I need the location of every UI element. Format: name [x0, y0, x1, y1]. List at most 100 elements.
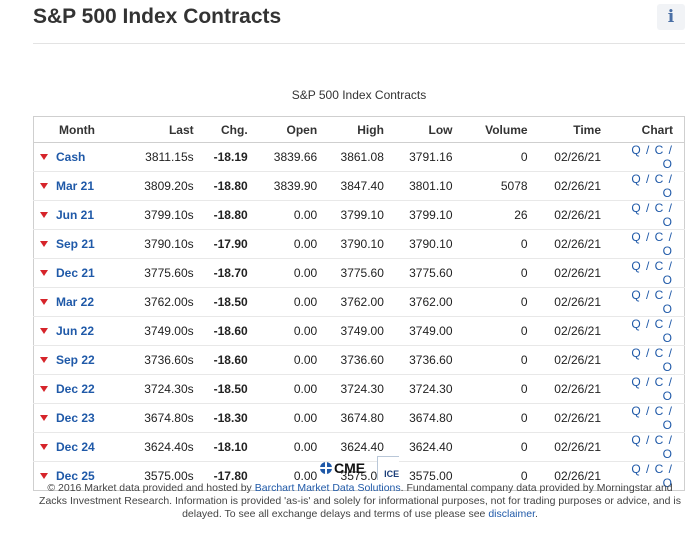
- chart-links[interactable]: Q / C / O: [631, 462, 673, 490]
- cell-change: -18.70: [203, 258, 258, 288]
- barchart-link[interactable]: Barchart Market Data Solutions: [254, 482, 401, 494]
- footer-disclaimer: © 2016 Market data provided and hosted b…: [35, 482, 685, 521]
- cell-month: Sep 22: [33, 345, 135, 375]
- chart-links[interactable]: Q / C / O: [631, 288, 673, 316]
- contract-link[interactable]: Mar 22: [56, 295, 95, 309]
- cell-open: 0.00: [257, 461, 328, 491]
- cell-high: 3736.60: [327, 345, 394, 375]
- cell-high: 3575.00: [327, 461, 394, 491]
- cell-time: 02/26/21: [537, 345, 612, 375]
- cell-month: Dec 23: [33, 403, 135, 433]
- cell-chart: Q / C / O: [611, 200, 685, 230]
- cell-chart: Q / C / O: [611, 142, 685, 172]
- contract-link[interactable]: Dec 23: [56, 411, 95, 425]
- cell-open: 0.00: [257, 287, 328, 317]
- cell-volume: 26: [462, 200, 538, 230]
- down-arrow-icon: [40, 385, 48, 392]
- footer-text-part-2: . Fundamental company data provided by M…: [39, 482, 681, 520]
- chart-links[interactable]: Q / C / O: [631, 346, 673, 374]
- cell-high: 3790.10: [327, 229, 394, 259]
- table-row: Dec 23 3674.80s -18.30 0.00 3674.80 3674.80 0 0…: [33, 403, 685, 433]
- contract-link[interactable]: Jun 22: [56, 324, 95, 338]
- cell-volume: 0: [462, 316, 538, 346]
- cell-low: 3736.60: [393, 345, 463, 375]
- cell-volume: 0: [462, 287, 538, 317]
- cell-low: 3791.16: [393, 142, 463, 172]
- cell-last: 3674.80s: [134, 403, 204, 433]
- chart-links[interactable]: Q / C / O: [631, 230, 673, 258]
- title-divider: [33, 43, 685, 44]
- chart-links[interactable]: Q / C / O: [631, 143, 673, 171]
- contract-link[interactable]: Mar 21: [56, 179, 95, 193]
- cell-low: 3790.10: [393, 229, 463, 259]
- column-header-month[interactable]: Month: [33, 116, 135, 143]
- column-header-chg[interactable]: Chg.: [203, 116, 258, 143]
- disclaimer-link[interactable]: disclaimer: [488, 508, 536, 520]
- cell-high: 3724.30: [327, 374, 394, 404]
- contract-link[interactable]: Dec 22: [56, 382, 95, 396]
- cell-open: 0.00: [257, 345, 328, 375]
- cell-low: 3575.00: [393, 461, 463, 491]
- cell-high: 3861.08: [327, 142, 394, 172]
- cell-month: Dec 24: [33, 432, 135, 462]
- contract-link[interactable]: Sep 22: [56, 353, 95, 367]
- column-header-volume[interactable]: Volume: [462, 116, 538, 143]
- chart-links[interactable]: Q / C / O: [631, 433, 673, 461]
- column-header-high[interactable]: High: [327, 116, 394, 143]
- cell-volume: 0: [462, 461, 538, 491]
- cell-change: -18.19: [203, 142, 258, 172]
- cell-low: 3724.30: [393, 374, 463, 404]
- down-arrow-icon: [40, 472, 48, 479]
- cell-chart: Q / C / O: [611, 374, 685, 404]
- contract-link[interactable]: Jun 21: [56, 208, 95, 222]
- cell-high: 3847.40: [327, 171, 394, 201]
- table-row: Sep 22 3736.60s -18.60 0.00 3736.60 3736.60 0 0…: [33, 345, 685, 375]
- cell-month: Dec 21: [33, 258, 135, 288]
- cell-change: -18.50: [203, 374, 258, 404]
- table-row: Cash 3811.15s -18.19 3839.66 3861.08 3791.16 0…: [33, 142, 685, 172]
- cell-volume: 0: [462, 374, 538, 404]
- cell-open: 0.00: [257, 374, 328, 404]
- chart-links[interactable]: Q / C / O: [631, 201, 673, 229]
- down-arrow-icon: [40, 443, 48, 450]
- cell-time: 02/26/21: [537, 229, 612, 259]
- chart-links[interactable]: Q / C / O: [631, 375, 673, 403]
- cell-high: 3775.60: [327, 258, 394, 288]
- cell-last: 3809.20s: [134, 171, 204, 201]
- column-header-low[interactable]: Low: [393, 116, 463, 143]
- cell-last: 3736.60s: [134, 345, 204, 375]
- column-header-open[interactable]: Open: [257, 116, 328, 143]
- footer-text-part-3: .: [535, 508, 538, 520]
- cell-time: 02/26/21: [537, 403, 612, 433]
- column-header-time[interactable]: Time: [537, 116, 612, 143]
- cell-open: 0.00: [257, 403, 328, 433]
- cell-volume: 0: [462, 345, 538, 375]
- chart-links[interactable]: Q / C / O: [631, 172, 673, 200]
- chart-links[interactable]: Q / C / O: [631, 317, 673, 345]
- cell-last: 3775.60s: [134, 258, 204, 288]
- cell-month: Cash: [33, 142, 135, 172]
- contract-link[interactable]: Sep 21: [56, 237, 95, 251]
- contract-link[interactable]: Dec 21: [56, 266, 95, 280]
- info-icon[interactable]: i: [657, 4, 685, 30]
- column-header-last[interactable]: Last: [134, 116, 204, 143]
- contract-link[interactable]: Dec 25: [56, 469, 95, 483]
- cell-last: 3624.40s: [134, 432, 204, 462]
- cell-last: 3790.10s: [134, 229, 204, 259]
- cell-change: -17.80: [203, 461, 258, 491]
- cell-volume: 0: [462, 258, 538, 288]
- cell-last: 3762.00s: [134, 287, 204, 317]
- table-body: Cash 3811.15s -18.19 3839.66 3861.08 3791.16 0…: [33, 142, 685, 491]
- contract-link[interactable]: Dec 24: [56, 440, 95, 454]
- chart-links[interactable]: Q / C / O: [631, 404, 673, 432]
- chart-links[interactable]: Q / C / O: [631, 259, 673, 287]
- cell-chart: Q / C / O: [611, 403, 685, 433]
- page-title: S&P 500 Index Contracts: [33, 5, 282, 28]
- cell-change: -18.60: [203, 316, 258, 346]
- contract-link[interactable]: Cash: [56, 150, 86, 164]
- cell-high: 3762.00: [327, 287, 394, 317]
- exchange-logos: CME ICE: [320, 456, 399, 482]
- table-caption: S&P 500 Index Contracts: [291, 88, 427, 102]
- cell-last: 3749.00s: [134, 316, 204, 346]
- cell-low: 3801.10: [393, 171, 463, 201]
